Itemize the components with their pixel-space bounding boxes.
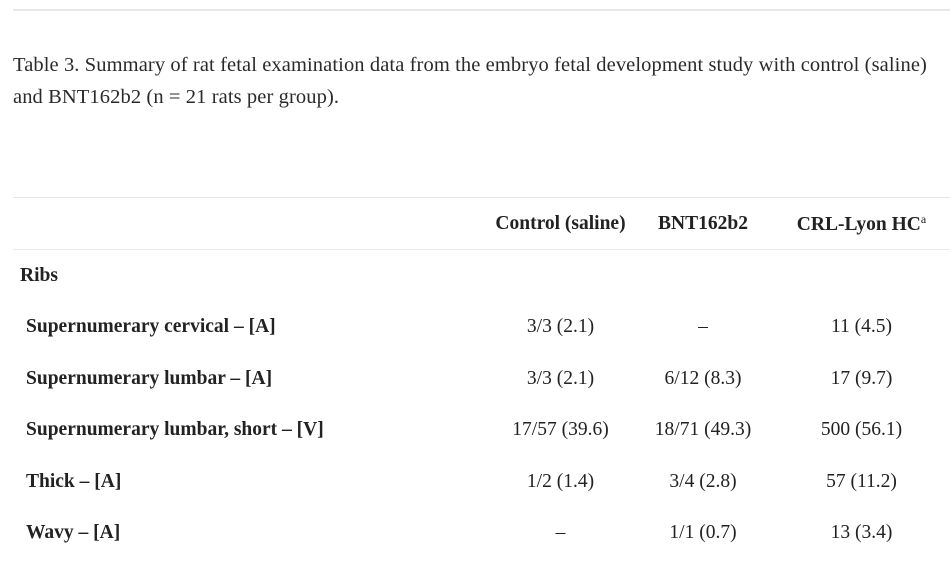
caption-text: Summary of rat fetal examination data fr… — [13, 54, 927, 108]
table-row: Supernumerary lumbar – [A] 3/3 (2.1) 6/1… — [13, 353, 950, 405]
cell-control: 1/2 (1.4) — [526, 470, 595, 492]
cell-crl: 57 (11.2) — [826, 470, 897, 492]
cell-control: 3/3 (2.1) — [526, 316, 595, 338]
cell-crl: 17 (9.7) — [830, 367, 893, 389]
fetal-examination-table: Control (saline) BNT162b2 CRL-Lyon HCa R… — [13, 198, 950, 559]
header-crl-label: CRL-Lyon HC — [796, 213, 921, 235]
row-label: Supernumerary lumbar – [A] — [26, 367, 273, 389]
table-row: Thick – [A] 1/2 (1.4) 3/4 (2.8) 57 (11.2… — [13, 456, 950, 508]
cell-crl: 500 (56.1) — [820, 419, 903, 441]
data-table-container: Control (saline) BNT162b2 CRL-Lyon HCa R… — [13, 197, 950, 559]
cell-bnt: 18/71 (49.3) — [654, 419, 752, 441]
header-bnt162b2: BNT162b2 — [633, 198, 773, 250]
cell-crl: 11 (4.5) — [830, 316, 892, 338]
header-control: Control (saline) — [488, 198, 633, 250]
section-row: Ribs — [13, 250, 950, 302]
cell-bnt: 3/4 (2.8) — [669, 470, 737, 492]
row-label: Wavy – [A] — [26, 522, 121, 544]
table-row: Supernumerary lumbar, short – [V] 17/57 … — [13, 405, 950, 457]
row-label: Supernumerary lumbar, short – [V] — [26, 419, 324, 441]
caption-label: Table 3. — [13, 54, 80, 76]
header-crl-lyon: CRL-Lyon HCa — [773, 198, 950, 250]
cell-control: 3/3 (2.1) — [526, 367, 595, 389]
cell-bnt: – — [698, 316, 708, 338]
table-caption: Table 3. Summary of rat fetal examinatio… — [13, 49, 938, 113]
footnote-marker: a — [920, 211, 927, 226]
header-row: Control (saline) BNT162b2 CRL-Lyon HCa — [13, 198, 950, 250]
section-ribs: Ribs — [20, 264, 58, 286]
cell-bnt: 6/12 (8.3) — [664, 367, 742, 389]
row-label: Thick – [A] — [26, 470, 122, 492]
row-label: Supernumerary cervical – [A] — [26, 316, 276, 338]
cell-control: – — [555, 522, 566, 544]
cell-crl: 13 (3.4) — [830, 522, 893, 544]
header-blank — [13, 198, 488, 250]
cell-control: 17/57 (39.6) — [512, 419, 609, 441]
table-row: Supernumerary cervical – [A] 3/3 (2.1) –… — [13, 302, 950, 354]
cell-bnt: 1/1 (0.7) — [669, 522, 737, 544]
top-divider — [13, 9, 950, 11]
table-row: Wavy – [A] – 1/1 (0.7) 13 (3.4) — [13, 508, 950, 560]
